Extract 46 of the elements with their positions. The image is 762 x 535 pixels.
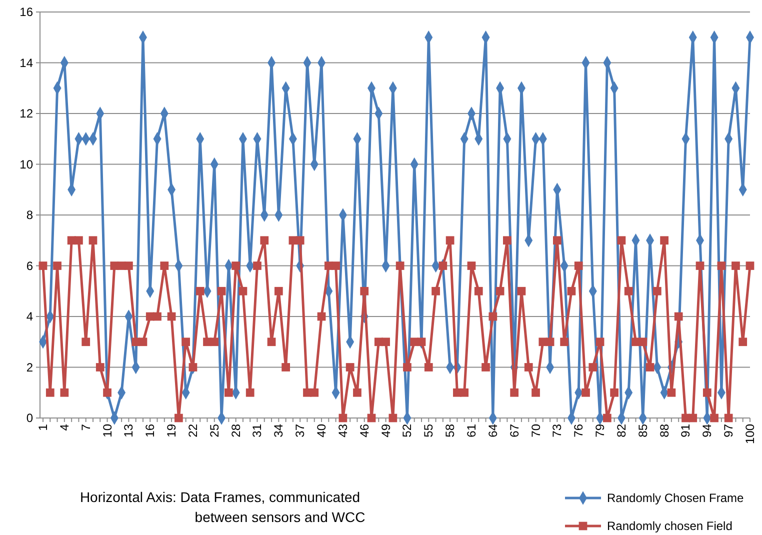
x-tick-label: 34 bbox=[272, 424, 286, 438]
x-tick-label: 61 bbox=[464, 424, 478, 438]
x-tick-label: 76 bbox=[572, 424, 586, 438]
x-tick-label: 79 bbox=[593, 424, 608, 438]
x-tick-label: 1 bbox=[36, 424, 50, 431]
y-tick-label: 2 bbox=[26, 360, 34, 374]
x-tick-label: 67 bbox=[507, 424, 522, 438]
y-tick-label: 6 bbox=[26, 258, 34, 273]
y-tick-label: 8 bbox=[26, 208, 34, 222]
x-tick-label: 16 bbox=[143, 424, 158, 438]
x-tick-label: 19 bbox=[164, 424, 179, 438]
x-tick-label: 31 bbox=[250, 424, 264, 438]
x-tick-label: 52 bbox=[400, 424, 414, 438]
legend-label: Randomly chosen Field bbox=[607, 519, 732, 534]
y-tick-label: 12 bbox=[20, 106, 34, 121]
y-tick-label: 4 bbox=[26, 310, 34, 324]
x-tick-label: 70 bbox=[528, 424, 543, 438]
x-tick-label: 91 bbox=[678, 424, 693, 438]
x-tick-label: 88 bbox=[657, 424, 672, 438]
x-tick-label: 58 bbox=[443, 424, 458, 438]
x-tick-label: 13 bbox=[122, 424, 136, 438]
x-tick-label: 85 bbox=[636, 424, 650, 438]
y-tick-label: 10 bbox=[20, 157, 34, 172]
x-tick-label: 37 bbox=[293, 424, 308, 438]
x-tick-label: 73 bbox=[550, 424, 564, 438]
x-tick-label: 4 bbox=[57, 424, 72, 431]
legend-label: Randomly Chosen Frame bbox=[607, 491, 744, 506]
y-tick-label: 0 bbox=[26, 411, 34, 426]
x-tick-label: 28 bbox=[228, 424, 243, 438]
x-tick-label: 82 bbox=[614, 424, 628, 438]
x-tick-label: 10 bbox=[100, 424, 114, 438]
x-tick-label: 40 bbox=[314, 424, 329, 438]
x-tick-label: 97 bbox=[722, 424, 736, 438]
y-tick-label: 16 bbox=[20, 5, 34, 20]
y-tick-label: 14 bbox=[20, 56, 34, 70]
x-tick-label: 55 bbox=[422, 424, 436, 438]
x-tick-label: 43 bbox=[336, 424, 350, 438]
text: Horizontal Axis: Data Frames, communicated between sensors and WCC bbox=[80, 489, 366, 525]
x-tick-label: 94 bbox=[700, 424, 714, 438]
x-tick-label: 64 bbox=[486, 424, 500, 438]
x-tick-label: 7 bbox=[78, 424, 93, 431]
x-tick-label: 49 bbox=[378, 424, 393, 438]
x-tick-label: 46 bbox=[357, 424, 372, 438]
x-tick-label: 25 bbox=[207, 424, 222, 438]
x-tick-label: 22 bbox=[186, 424, 200, 438]
x-tick-label: 100 bbox=[743, 424, 757, 444]
